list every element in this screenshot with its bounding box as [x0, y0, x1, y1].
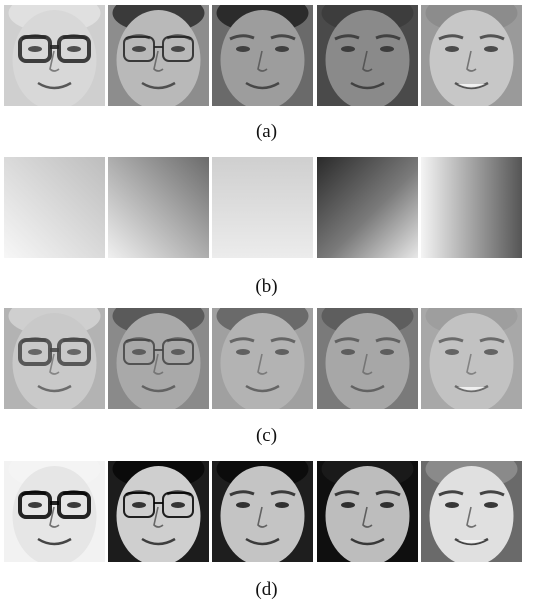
face-image-a3 — [212, 5, 313, 106]
face-image-a5 — [421, 5, 522, 106]
face-image-c2 — [108, 308, 209, 409]
face-image-a1 — [4, 5, 105, 106]
caption-c: (c) — [255, 425, 278, 446]
face-image-c3 — [212, 308, 313, 409]
face-image-a2 — [108, 5, 209, 106]
row-c-normalized-faces — [0, 308, 533, 409]
face-image-d5 — [421, 461, 522, 562]
gradient-image-b5 — [421, 157, 522, 258]
gradient-image-b3 — [212, 157, 313, 258]
face-image-c4 — [317, 308, 418, 409]
face-image-c1 — [4, 308, 105, 409]
caption-b: (b) — [255, 276, 278, 297]
gradient-image-b2 — [108, 157, 209, 258]
face-image-a4 — [317, 5, 418, 106]
caption-a: (a) — [255, 121, 278, 142]
face-image-d3 — [212, 461, 313, 562]
gradient-image-b4 — [317, 157, 418, 258]
row-a-original-faces — [0, 5, 533, 106]
face-image-d2 — [108, 461, 209, 562]
gradient-image-b1 — [4, 157, 105, 258]
face-image-d4 — [317, 461, 418, 562]
row-b-illumination — [0, 157, 533, 258]
face-image-c5 — [421, 308, 522, 409]
row-d-enhanced-faces — [0, 461, 533, 562]
face-image-d1 — [4, 461, 105, 562]
caption-d: (d) — [255, 579, 278, 600]
